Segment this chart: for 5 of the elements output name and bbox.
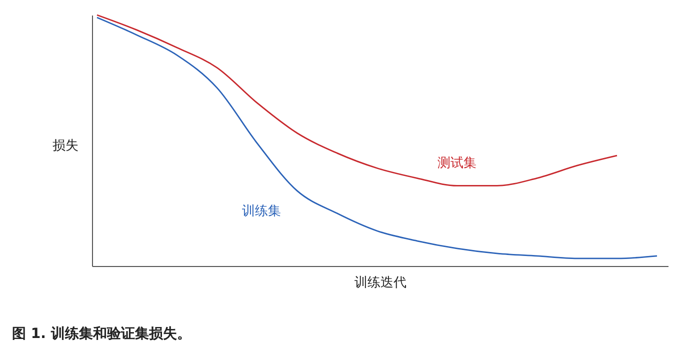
caption: 图 1. 训练集和验证集损失。 <box>12 326 191 342</box>
x-axis-title: 训练迭代 <box>354 276 406 290</box>
y-axis-title: 损失 <box>52 138 78 154</box>
series-label: 训练集 <box>242 204 281 219</box>
series-label: 测试集 <box>438 156 476 172</box>
